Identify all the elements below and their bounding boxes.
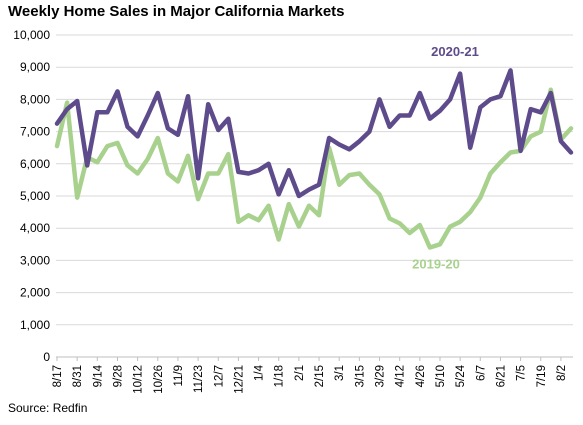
series-line-2019-20	[54, 87, 574, 250]
y-tick-label: 10,000	[13, 28, 50, 42]
y-tick-label: 7,000	[20, 125, 50, 139]
x-tick-label: 12/21	[233, 365, 245, 394]
y-tick-label: 4,000	[20, 221, 50, 235]
x-tick-label: 7/19	[536, 365, 548, 387]
x-tick-label: 12/7	[213, 365, 225, 387]
x-tick-label: 2/1	[294, 365, 306, 381]
x-tick-label: 8/17	[52, 365, 64, 387]
x-tick-label: 3/29	[375, 365, 387, 387]
x-tick-label: 9/28	[112, 365, 124, 387]
y-tick-label: 1,000	[20, 318, 50, 332]
x-tick-label: 11/9	[173, 365, 185, 387]
chart-title: Weekly Home Sales in Major California Ma…	[8, 3, 345, 20]
series-lines	[54, 68, 574, 250]
x-tick-label: 3/1	[334, 365, 346, 381]
series-label-2020-21: 2020-21	[431, 44, 479, 59]
labels: 0 1,000 2,000 3,000 4,000 5,000 6,000 7,000 8,00…	[13, 28, 568, 394]
y-tick-label: 2,000	[20, 286, 50, 300]
x-tick-label: 8/2	[556, 365, 568, 381]
y-tick-label: 9,000	[20, 60, 50, 74]
x-tick-label: 11/23	[193, 365, 205, 393]
x-tick-label: 5/24	[455, 364, 467, 387]
gridlines	[56, 34, 573, 326]
x-tick-label: 6/7	[475, 365, 487, 381]
x-tick-label: 1/4	[254, 364, 266, 381]
y-tick-label: 3,000	[20, 253, 50, 267]
x-tick-label: 1/18	[274, 365, 286, 387]
x-tick-label: 6/21	[495, 365, 507, 387]
y-tick-label: 8,000	[20, 92, 50, 106]
x-tick-label: 2/15	[314, 365, 326, 387]
x-tick-label: 10/26	[153, 365, 165, 394]
x-tick-label: 4/26	[415, 365, 427, 387]
y-tick-label: 5,000	[20, 189, 50, 203]
y-tick-label: 6,000	[20, 157, 50, 171]
series-line-2020-21	[54, 68, 574, 199]
x-tick-label: 8/31	[72, 365, 84, 387]
chart-source: Source: Redfin	[8, 401, 88, 415]
x-tick-label: 10/12	[133, 365, 145, 394]
x-tick-label: 3/15	[354, 365, 366, 387]
x-tick-label: 7/5	[516, 365, 528, 381]
x-tick-label: 4/12	[395, 365, 407, 387]
axes	[56, 356, 573, 361]
y-tick-label: 0	[43, 350, 50, 364]
x-tick-label: 9/14	[92, 364, 104, 387]
series-label-2019-20: 2019-20	[412, 257, 460, 272]
x-tick-label: 5/10	[435, 365, 447, 387]
